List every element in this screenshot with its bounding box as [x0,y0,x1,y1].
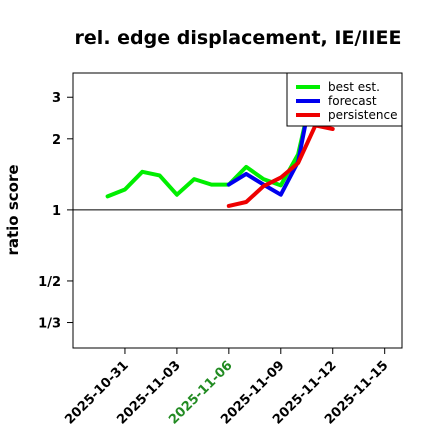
y-tick-label: 3 [52,91,61,106]
chart-title: rel. edge displacement, IE/IIEE [75,27,402,49]
y-tick-label: 2 [52,133,61,148]
y-tick-label: 1 [52,204,61,219]
series-line-forecast [226,73,318,197]
series-line-best-est [105,76,318,199]
y-axis-label: ratio score [4,164,22,255]
plot-area [72,72,403,349]
y-axis: 3 2 1 1/2 1/3 [38,91,73,332]
y-tick-label: 1/2 [38,275,61,290]
x-axis: 2025-10-312025-11-032025-11-062025-11-09… [62,348,392,428]
plot-frame [72,72,403,349]
legend-label: persistence [328,108,397,122]
y-tick-label: 1/3 [38,317,61,332]
legend-label: best est. [328,80,380,94]
legend-label: forecast [328,94,377,108]
